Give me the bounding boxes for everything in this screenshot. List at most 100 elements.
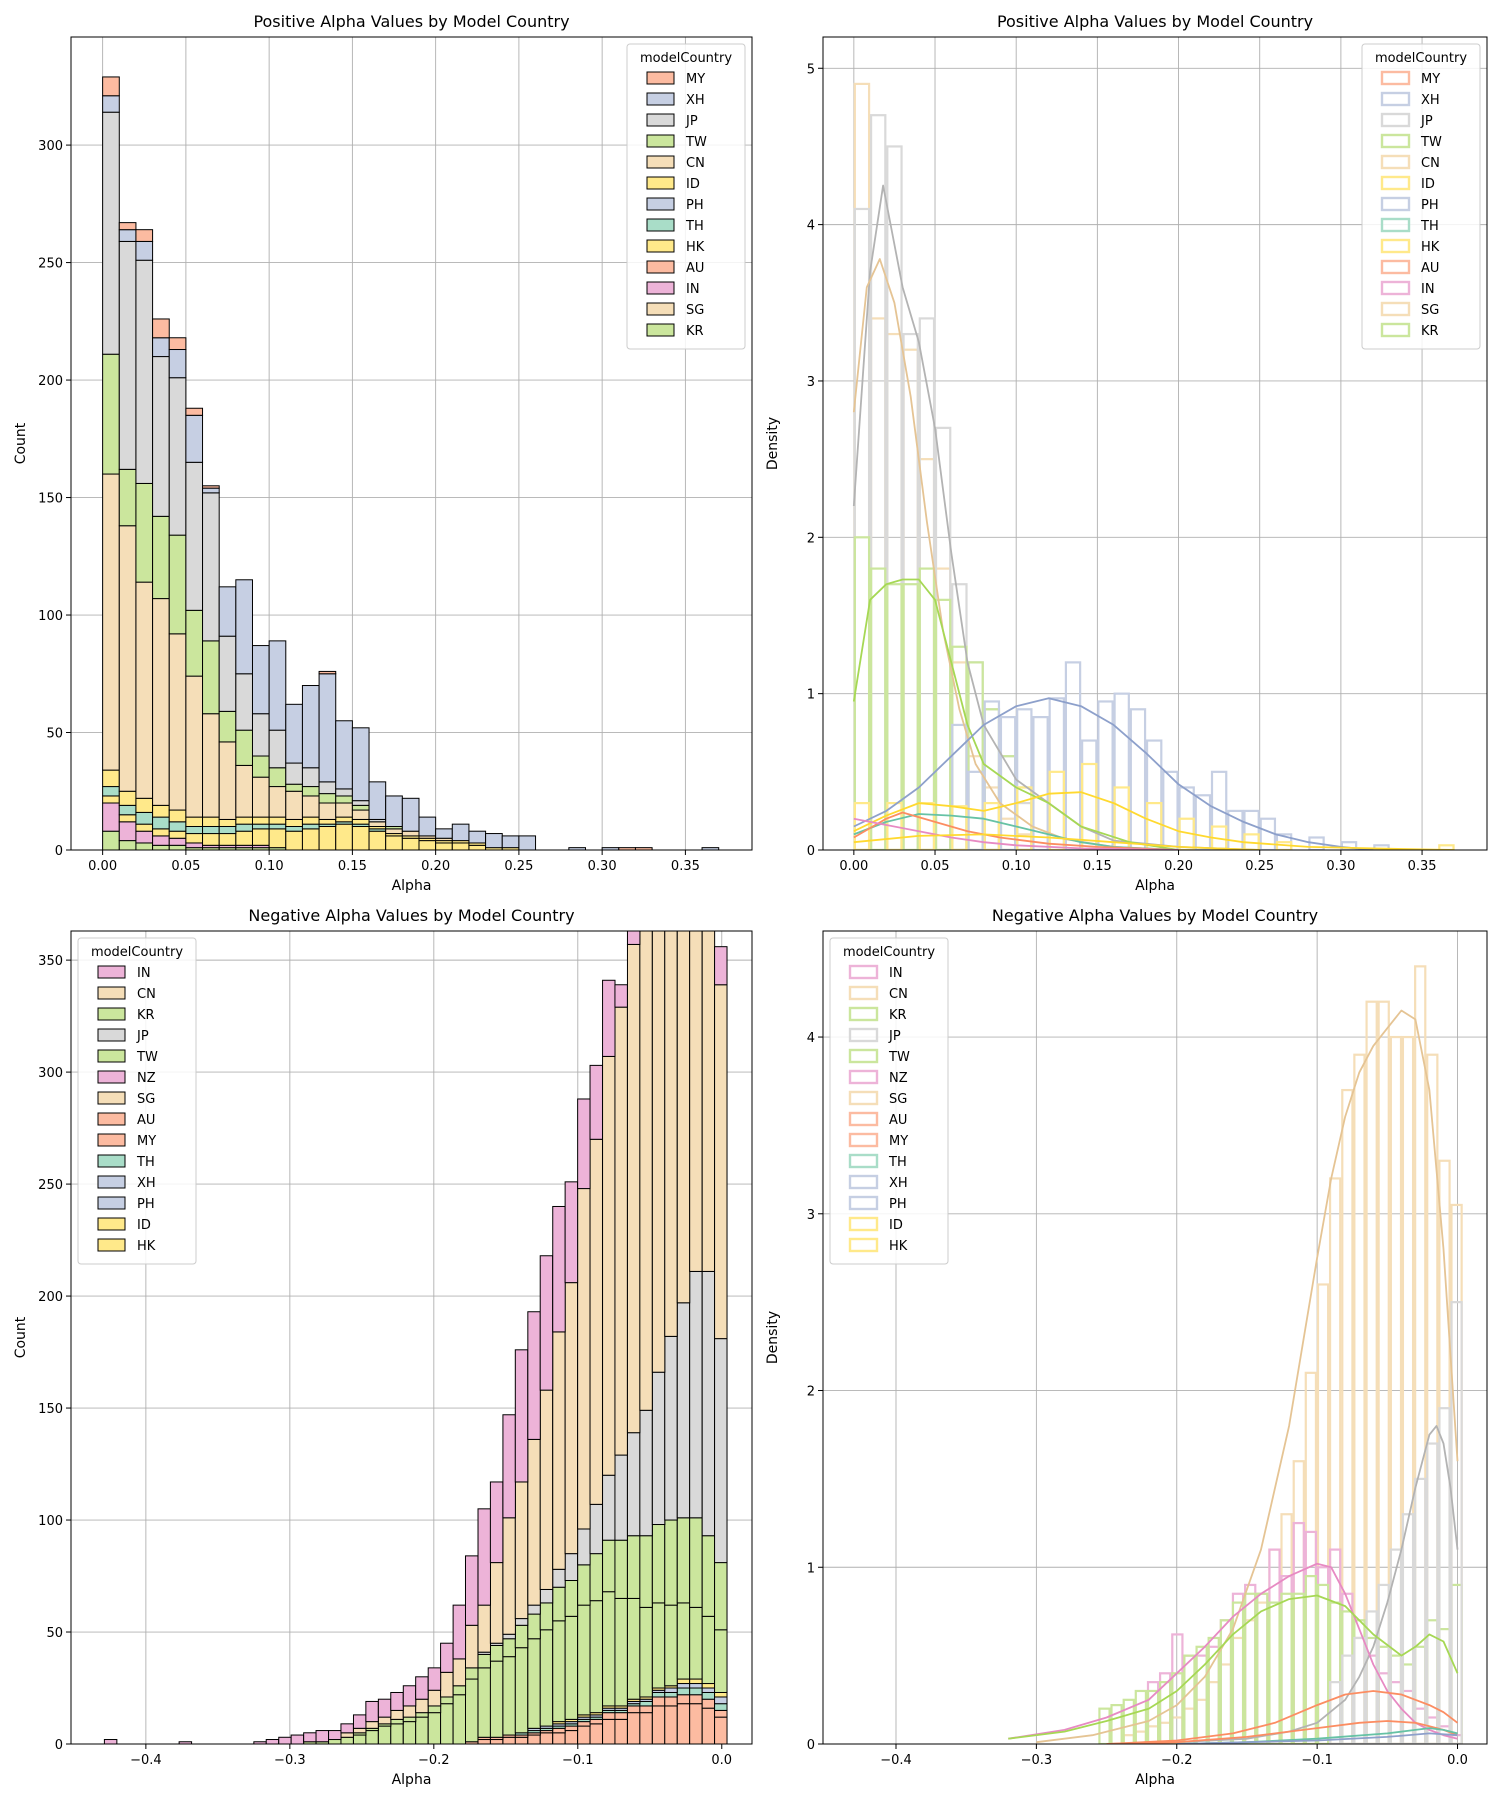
hist-bar-kr (1377, 1645, 1390, 1744)
bar-in (489, 1481, 504, 1564)
bar-cn (301, 795, 320, 818)
bar-jp (714, 1338, 728, 1564)
bar-cn (385, 828, 403, 835)
bar-xh (435, 828, 453, 839)
x-tick-label: 0.20 (421, 859, 450, 874)
y-axis: 0 50 100 150 200 250 300 (38, 139, 71, 859)
bar-tw (689, 1517, 703, 1608)
legend-swatch-ph (646, 197, 675, 211)
bar-in (135, 830, 154, 844)
bar-cn (402, 1705, 417, 1718)
bar-xh (368, 781, 387, 820)
bar-jp (168, 377, 187, 536)
hist-bar-kr (1171, 1672, 1184, 1744)
bar-hk (168, 830, 187, 839)
legend-label-cn: CN (137, 987, 156, 1002)
legend-label-xh: XH (686, 93, 705, 108)
bar-kr (514, 1647, 529, 1734)
bar-hk (135, 823, 154, 832)
y-tick-label: 250 (38, 1178, 63, 1193)
hist-bar-in (1256, 1592, 1269, 1744)
bar-jp (602, 1474, 616, 1541)
legend-title: modelCountry (1375, 51, 1467, 66)
hist-bar-kr (1134, 1689, 1148, 1744)
y-tick-label: 1 (807, 688, 815, 703)
y-tick-label: 0 (807, 844, 815, 859)
hist-bar-jp (853, 207, 871, 850)
legend-swatch-tw (97, 1049, 126, 1063)
bar-xh (485, 833, 503, 849)
legend-swatch-au (97, 1112, 126, 1126)
bar-jp (268, 729, 287, 769)
legend-swatch-my (97, 1133, 126, 1147)
bar-xh (351, 727, 370, 802)
legend-label-ph: PH (889, 1197, 907, 1212)
bar-kr (676, 1602, 691, 1680)
bar-in (402, 1685, 417, 1707)
y-tick-label: 100 (38, 1514, 63, 1529)
bar-cn (235, 764, 253, 818)
y-axis: 0 50 100 150 200 250 300 350 (38, 954, 71, 1753)
bar-th (651, 1691, 666, 1698)
bar-my (651, 1696, 666, 1707)
legend-swatch-sg (97, 1091, 126, 1105)
bar-th (714, 1703, 728, 1711)
legend-swatch-kr (1380, 322, 1411, 338)
bar-my (614, 1712, 628, 1720)
bar-cn (335, 802, 353, 818)
bar-au (701, 1707, 716, 1744)
bar-xh (451, 823, 470, 842)
legend-swatch-xh (848, 1174, 879, 1190)
bar-xh (218, 586, 237, 637)
bar-tw (102, 353, 120, 475)
bar-au (676, 1703, 691, 1744)
bar-tw (527, 1613, 541, 1640)
hist-bar-xh (1243, 809, 1260, 850)
chart-title: Negative Alpha Values by Model Country (248, 906, 574, 925)
hist-bar-hk (918, 801, 936, 850)
bar-jp (664, 1335, 678, 1521)
hist-bar-kr (1256, 1592, 1269, 1744)
bar-kr (614, 1597, 628, 1707)
legend-swatch-xh (97, 1175, 126, 1189)
legend-label-hk: HK (1421, 240, 1440, 255)
hist-bar-in (1353, 1636, 1366, 1744)
x-tick-label: 0.30 (588, 859, 617, 874)
bar-my (564, 1725, 579, 1732)
bar-th (118, 804, 137, 816)
axes-frame (822, 930, 1488, 1745)
hist-bar-xh (1113, 692, 1130, 850)
bar-tw (415, 1712, 429, 1718)
legend-title: modelCountry (640, 51, 732, 66)
panel-bottom-right: −0.4 −0.3 −0.2 −0.1 0.0 0 1 2 3 4 Negative Alpha V… (765, 906, 1488, 1788)
legend-label-kr: KR (1421, 324, 1439, 339)
bar-jp (639, 1409, 653, 1537)
y-axis-label: Density (765, 417, 781, 470)
bar-id (152, 804, 170, 818)
y-axis: 0 1 2 3 4 (807, 1031, 823, 1753)
legend-swatch-jp (1380, 112, 1411, 128)
legend-label-in: IN (1421, 282, 1435, 297)
bar-tw (318, 793, 337, 804)
bar-tw (614, 1539, 628, 1599)
legend-swatch-id (646, 176, 675, 190)
kde-line-jp (852, 184, 1260, 850)
y-axis: 0 1 2 3 4 5 (807, 62, 823, 859)
bar-kr (577, 1604, 591, 1716)
bar-hk (285, 830, 303, 850)
bar-au (589, 1723, 603, 1744)
legend-swatch-in (646, 281, 675, 295)
hist-bar-kr (1389, 1654, 1403, 1744)
bar-id (202, 816, 220, 828)
bar-jp (564, 1553, 579, 1582)
bar-cn (502, 1517, 516, 1635)
bar-xh (318, 673, 337, 783)
bar-xh (202, 487, 220, 494)
kde-line-in (853, 817, 1179, 850)
hist-bar-kr (1280, 1592, 1293, 1744)
series-tw (352, 1517, 728, 1736)
y-tick-label: 2 (807, 531, 815, 546)
bar-cn (577, 1188, 591, 1530)
x-tick-label: −0.2 (418, 1753, 450, 1768)
bar-xh (251, 645, 270, 715)
